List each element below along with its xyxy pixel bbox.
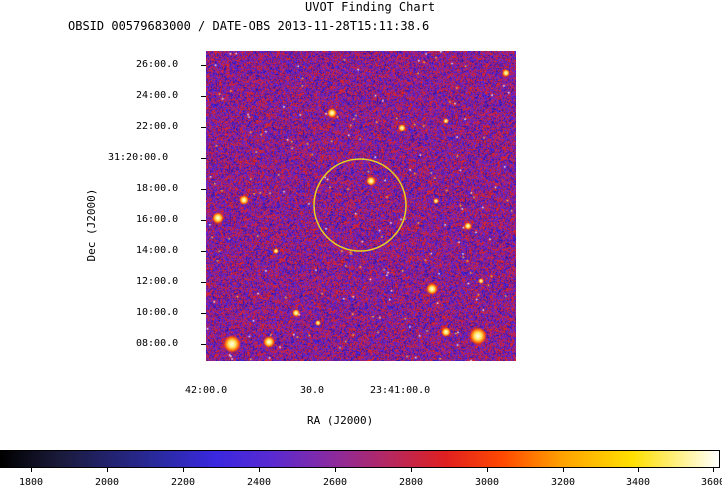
colorbar-tick-label: 3600 bbox=[700, 477, 722, 488]
image-overlay bbox=[313, 158, 407, 252]
colorbar-tick-label: 2200 bbox=[170, 477, 196, 488]
colorbar-tick-mark bbox=[638, 468, 639, 472]
ra-tick-label: 42:00.0 bbox=[185, 385, 228, 396]
colorbar-tick-label: 3400 bbox=[625, 477, 651, 488]
chart-title: UVOT Finding Chart bbox=[305, 0, 436, 14]
colorbar-tick-mark bbox=[411, 468, 412, 472]
dec-tick-label: 31:20:00.0 bbox=[108, 152, 169, 163]
ra-tick-label: 23:41:00.0 bbox=[370, 385, 431, 396]
dec-tick-mark bbox=[201, 65, 206, 66]
dec-tick-mark bbox=[201, 96, 206, 97]
dec-tick-label: 24:00.0 bbox=[136, 90, 179, 101]
dec-tick-label: 16:00.0 bbox=[136, 214, 179, 225]
colorbar-tick-mark bbox=[183, 468, 184, 472]
colorbar-tick-mark bbox=[487, 468, 488, 472]
colorbar-tick-label: 3200 bbox=[550, 477, 576, 488]
dec-tick-mark bbox=[201, 220, 206, 221]
colorbar-tick-label: 2800 bbox=[398, 477, 424, 488]
dec-tick-mark bbox=[201, 158, 206, 159]
observation-info: OBSID 00579683000 / DATE-OBS 2013-11-28T… bbox=[68, 19, 430, 33]
colorbar-tick-mark bbox=[107, 468, 108, 472]
dec-tick-label: 12:00.0 bbox=[136, 276, 179, 287]
dec-tick-label: 26:00.0 bbox=[136, 59, 179, 70]
x-axis-label: RA (J2000) bbox=[307, 414, 374, 427]
colorbar-tick-mark bbox=[713, 468, 714, 472]
dec-tick-label: 10:00.0 bbox=[136, 307, 179, 318]
colorbar-tick-mark bbox=[259, 468, 260, 472]
colorbar-tick-mark bbox=[335, 468, 336, 472]
dec-tick-label: 14:00.0 bbox=[136, 245, 179, 256]
ra-tick-label: 30.0 bbox=[300, 385, 325, 396]
colorbar-tick-label: 3000 bbox=[474, 477, 500, 488]
colorbar-tick-mark bbox=[31, 468, 32, 472]
y-axis-label: Dec (J2000) bbox=[85, 188, 98, 262]
colorbar-tick-label: 2000 bbox=[94, 477, 120, 488]
dec-tick-mark bbox=[201, 282, 206, 283]
dec-tick-mark bbox=[201, 127, 206, 128]
sky-image-pixels bbox=[206, 51, 516, 361]
dec-tick-mark bbox=[201, 313, 206, 314]
colorbar bbox=[0, 450, 720, 468]
dec-tick-mark bbox=[201, 344, 206, 345]
dec-tick-label: 08:00.0 bbox=[136, 338, 179, 349]
target-region-circle bbox=[313, 158, 407, 252]
colorbar-tick-label: 2400 bbox=[246, 477, 272, 488]
dec-tick-label: 18:00.0 bbox=[136, 183, 179, 194]
colorbar-tick-label: 1800 bbox=[18, 477, 44, 488]
sky-image bbox=[206, 51, 516, 361]
dec-tick-mark bbox=[201, 189, 206, 190]
colorbar-tick-label: 2600 bbox=[322, 477, 348, 488]
colorbar-tick-mark bbox=[563, 468, 564, 472]
dec-tick-label: 22:00.0 bbox=[136, 121, 179, 132]
dec-tick-mark bbox=[201, 251, 206, 252]
